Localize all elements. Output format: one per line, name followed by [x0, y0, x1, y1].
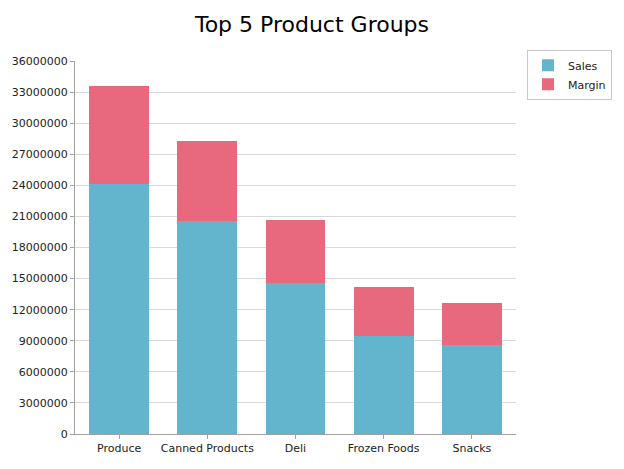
- svg-text:Frozen Foods: Frozen Foods: [348, 442, 420, 455]
- svg-text:15000000: 15000000: [12, 272, 68, 285]
- svg-text:6000000: 6000000: [19, 366, 68, 379]
- svg-text:33000000: 33000000: [12, 86, 68, 99]
- svg-text:Canned Products: Canned Products: [161, 442, 254, 455]
- svg-text:18000000: 18000000: [12, 241, 68, 254]
- svg-text:Sales: Sales: [568, 60, 598, 73]
- svg-text:Deli: Deli: [285, 442, 306, 455]
- svg-text:0: 0: [61, 428, 68, 441]
- svg-text:Top 5 Product Groups: Top 5 Product Groups: [194, 12, 429, 37]
- svg-text:Margin: Margin: [568, 79, 606, 92]
- svg-text:Snacks: Snacks: [452, 442, 491, 455]
- svg-text:27000000: 27000000: [12, 148, 68, 161]
- svg-text:12000000: 12000000: [12, 304, 68, 317]
- svg-text:Produce: Produce: [97, 442, 141, 455]
- svg-text:36000000: 36000000: [12, 55, 68, 68]
- svg-text:30000000: 30000000: [12, 117, 68, 130]
- svg-text:24000000: 24000000: [12, 179, 68, 192]
- svg-text:21000000: 21000000: [12, 210, 68, 223]
- svg-text:3000000: 3000000: [19, 397, 68, 410]
- svg-text:9000000: 9000000: [19, 335, 68, 348]
